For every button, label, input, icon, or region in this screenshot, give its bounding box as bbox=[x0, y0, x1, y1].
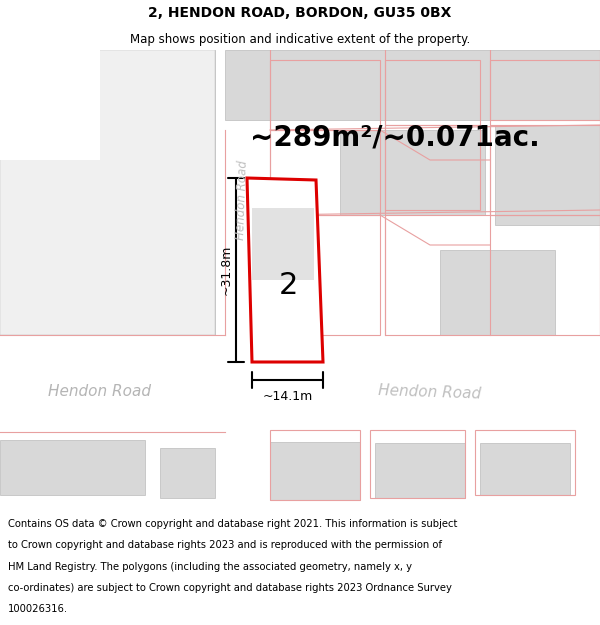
Bar bbox=[480, 443, 570, 495]
Text: ~289m²/~0.071ac.: ~289m²/~0.071ac. bbox=[250, 124, 540, 152]
Bar bbox=[270, 430, 360, 500]
Bar bbox=[270, 442, 360, 500]
Text: co-ordinates) are subject to Crown copyright and database rights 2023 Ordnance S: co-ordinates) are subject to Crown copyr… bbox=[8, 583, 452, 593]
Bar bbox=[375, 443, 465, 498]
Bar bbox=[160, 448, 215, 498]
Text: HM Land Registry. The polygons (including the associated geometry, namely x, y: HM Land Registry. The polygons (includin… bbox=[8, 562, 412, 572]
Text: Hendon Road: Hendon Road bbox=[49, 384, 151, 399]
Bar bbox=[490, 125, 600, 215]
Text: 2: 2 bbox=[279, 271, 298, 300]
Bar bbox=[490, 60, 600, 120]
Bar bbox=[340, 130, 485, 215]
Bar bbox=[0, 440, 145, 495]
Bar bbox=[475, 430, 575, 495]
Text: to Crown copyright and database rights 2023 and is reproduced with the permissio: to Crown copyright and database rights 2… bbox=[8, 541, 442, 551]
Text: Hendon Road: Hendon Road bbox=[378, 382, 482, 401]
Bar bbox=[0, 50, 215, 335]
Text: ~14.1m: ~14.1m bbox=[262, 390, 313, 403]
Bar bbox=[0, 50, 100, 160]
Polygon shape bbox=[0, 335, 600, 432]
Bar bbox=[252, 208, 314, 280]
Bar bbox=[385, 125, 480, 210]
Text: Contains OS data © Crown copyright and database right 2021. This information is : Contains OS data © Crown copyright and d… bbox=[8, 519, 457, 529]
Text: ~31.8m: ~31.8m bbox=[220, 245, 233, 295]
Bar bbox=[270, 215, 380, 335]
Polygon shape bbox=[220, 50, 265, 350]
Bar bbox=[385, 60, 480, 125]
Bar bbox=[440, 250, 555, 335]
Polygon shape bbox=[247, 178, 323, 362]
Bar bbox=[495, 125, 600, 225]
Bar bbox=[385, 215, 600, 335]
Bar bbox=[370, 430, 465, 498]
Bar bbox=[225, 50, 600, 120]
Bar bbox=[270, 130, 380, 215]
Text: 100026316.: 100026316. bbox=[8, 604, 68, 614]
Text: Hendon Road: Hendon Road bbox=[234, 160, 250, 240]
Bar bbox=[0, 50, 215, 335]
Text: 2, HENDON ROAD, BORDON, GU35 0BX: 2, HENDON ROAD, BORDON, GU35 0BX bbox=[148, 6, 452, 19]
Text: Map shows position and indicative extent of the property.: Map shows position and indicative extent… bbox=[130, 32, 470, 46]
Bar bbox=[270, 60, 380, 130]
